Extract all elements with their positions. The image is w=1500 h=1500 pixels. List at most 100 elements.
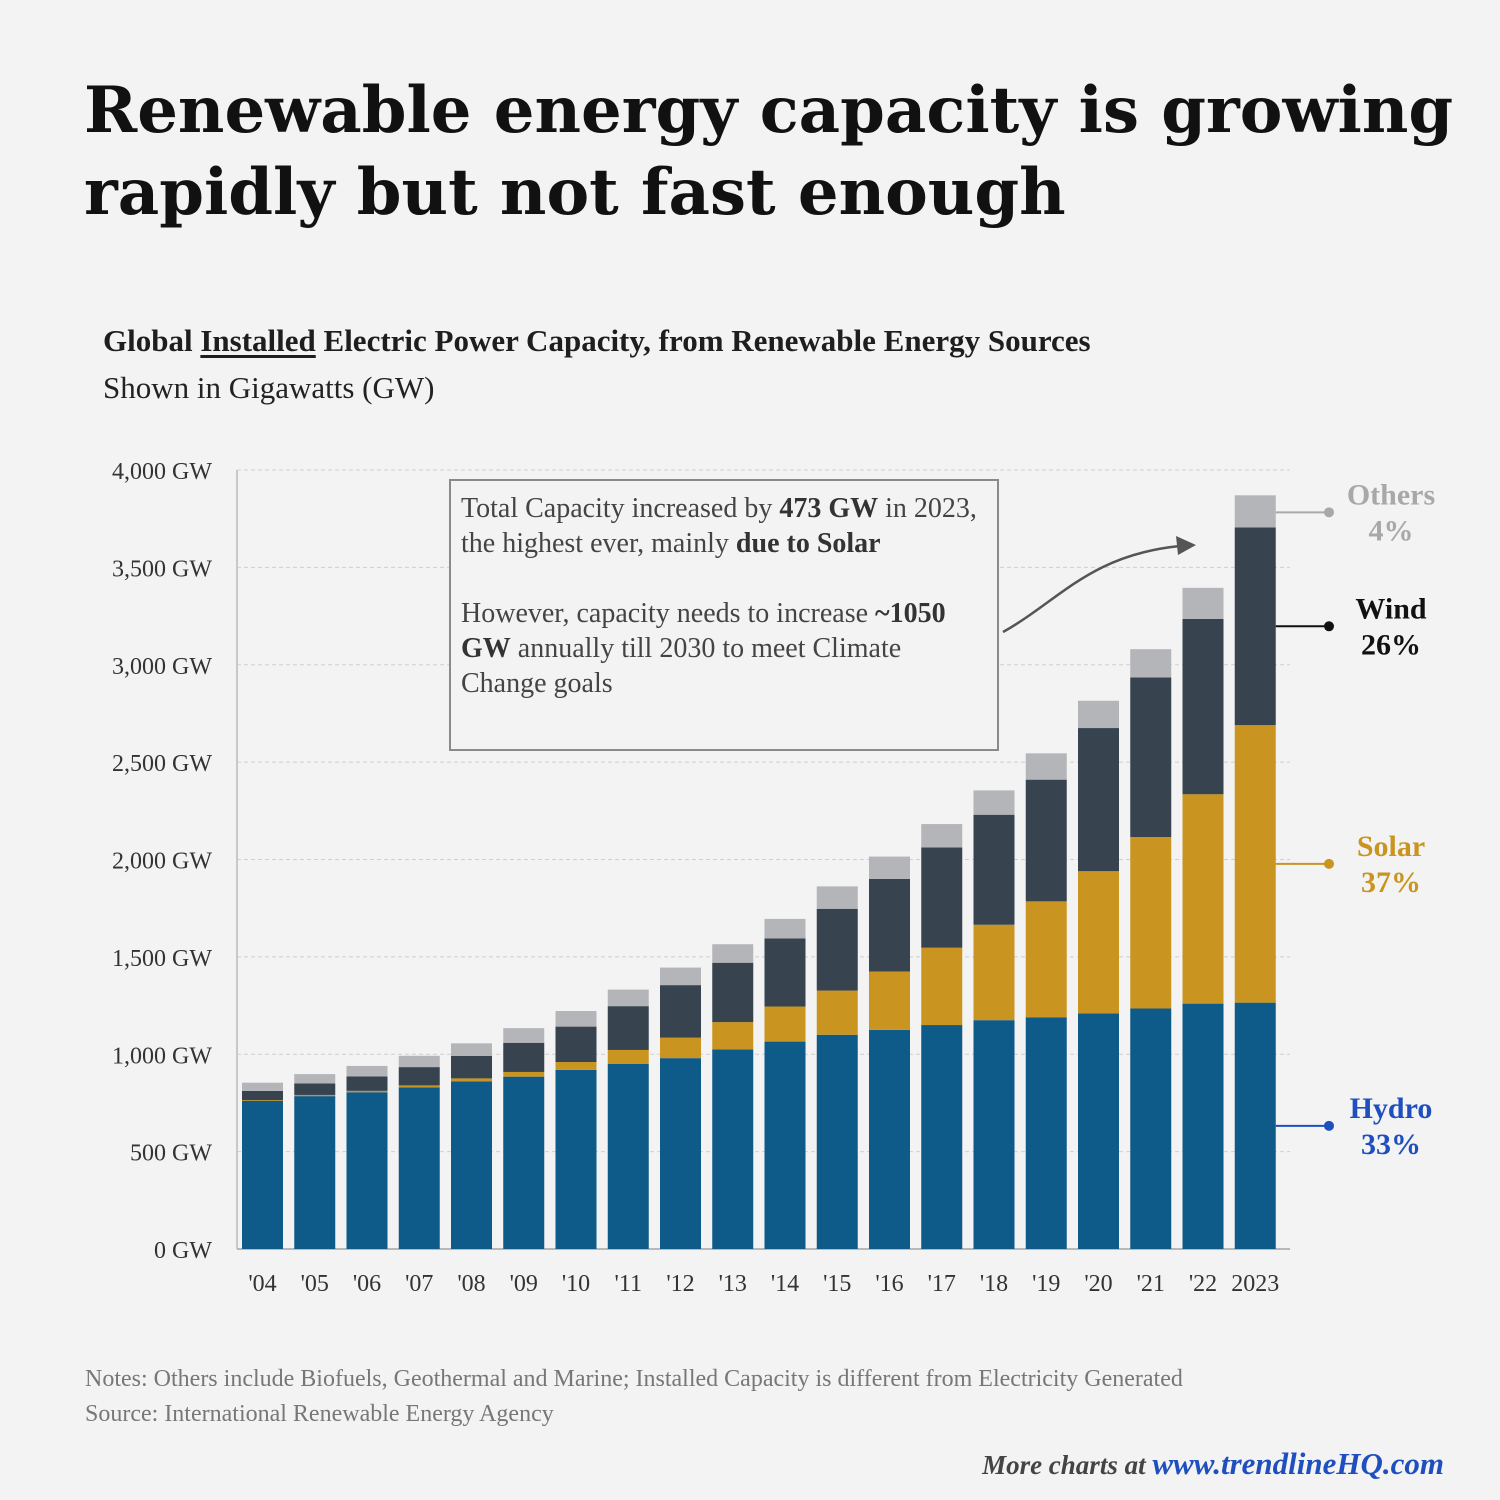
- bar-hydro-07: [398, 1087, 440, 1249]
- y-tick-label: 1,000 GW: [112, 1043, 212, 1069]
- footer: More charts at www.trendlineHQ.com: [982, 1446, 1444, 1482]
- bar-others-22: [1182, 587, 1224, 619]
- bar-solar-09: [503, 1071, 545, 1077]
- bar-others-14: [764, 918, 806, 939]
- legend-dot-wind: [1324, 621, 1334, 632]
- bar-solar-12: [660, 1037, 701, 1059]
- bar-wind-12: [660, 985, 701, 1038]
- bar-others-09: [503, 1028, 545, 1043]
- bar-solar-06: [346, 1090, 388, 1093]
- bar-solar-05: [294, 1094, 336, 1097]
- legend-dot-hydro: [1324, 1120, 1334, 1131]
- y-tick-label: 500 GW: [130, 1141, 212, 1167]
- bar-wind-2023: [1234, 527, 1276, 726]
- source-line: Source: International Renewable Energy A…: [85, 1401, 554, 1427]
- bar-wind-04: [242, 1090, 283, 1101]
- y-tick-label: 2,500 GW: [112, 751, 212, 777]
- x-tick-label: '17: [928, 1271, 956, 1297]
- bar-solar-21: [1130, 837, 1172, 1009]
- bar-wind-13: [712, 962, 754, 1023]
- y-tick-label: 2,000 GW: [112, 849, 212, 875]
- chart-title-underlined: Installed: [200, 323, 316, 358]
- bar-hydro-05: [294, 1096, 336, 1249]
- bar-wind-07: [398, 1067, 440, 1086]
- bar-others-04: [242, 1082, 283, 1091]
- bar-solar-14: [764, 1006, 806, 1042]
- chart-title-pre: Global: [103, 323, 201, 358]
- bar-wind-14: [764, 938, 806, 1007]
- callout-highlight: ~1050 GW: [461, 598, 946, 664]
- y-tick-label: 0 GW: [154, 1238, 212, 1264]
- chart-title: Global Installed Electric Power Capacity…: [103, 323, 1091, 359]
- bar-hydro-08: [451, 1081, 492, 1249]
- bar-wind-16: [869, 878, 910, 972]
- notes-line: Notes: Others include Biofuels, Geotherm…: [85, 1366, 1183, 1392]
- bar-wind-17: [921, 847, 963, 948]
- x-tick-label: '22: [1189, 1271, 1217, 1297]
- legend-share-solar: 37%: [1361, 866, 1421, 899]
- legend-label-hydro: Hydro: [1350, 1092, 1433, 1125]
- x-tick-label: '08: [457, 1271, 485, 1297]
- chart-title-post: Electric Power Capacity, from Renewable …: [315, 323, 1091, 358]
- bar-others-20: [1078, 700, 1119, 729]
- x-tick-label: '19: [1032, 1271, 1060, 1297]
- callout-highlight: 473 GW: [779, 493, 879, 524]
- legend-label-solar: Solar: [1357, 830, 1425, 863]
- x-tick-label: '13: [719, 1271, 747, 1297]
- bar-others-21: [1130, 649, 1172, 678]
- legend-share-wind: 26%: [1361, 628, 1421, 661]
- x-tick-label: '18: [980, 1271, 1008, 1297]
- bar-wind-11: [607, 1006, 649, 1050]
- annotation-callout: Total Capacity increased by 473 GW in 20…: [449, 479, 999, 751]
- y-tick-label: 3,500 GW: [112, 556, 212, 582]
- notes: Notes: Others include Biofuels, Geotherm…: [85, 1362, 1183, 1432]
- bar-wind-08: [451, 1056, 492, 1079]
- chart-subtitle: Shown in Gigawatts (GW): [103, 370, 435, 405]
- x-tick-label: '14: [771, 1271, 799, 1297]
- bar-solar-08: [451, 1078, 492, 1082]
- bar-solar-10: [555, 1062, 597, 1070]
- bar-hydro-13: [712, 1049, 754, 1249]
- bar-hydro-12: [660, 1058, 701, 1249]
- bar-hydro-21: [1130, 1008, 1172, 1249]
- headline: Renewable energy capacity is growing rap…: [84, 73, 1454, 230]
- footer-prefix: More charts at: [982, 1450, 1153, 1480]
- bar-others-10: [555, 1011, 597, 1027]
- bar-wind-22: [1182, 618, 1224, 795]
- bar-hydro-09: [503, 1076, 545, 1249]
- x-tick-label: '11: [615, 1271, 642, 1297]
- bar-hydro-18: [973, 1020, 1015, 1249]
- bar-hydro-20: [1078, 1013, 1119, 1249]
- bar-solar-22: [1182, 794, 1224, 1004]
- x-tick-label: '20: [1084, 1271, 1112, 1297]
- bar-solar-16: [869, 971, 910, 1030]
- x-tick-label: '09: [510, 1271, 538, 1297]
- bar-solar-18: [973, 924, 1015, 1021]
- bar-hydro-06: [346, 1092, 388, 1249]
- callout-arrow: [1002, 544, 1181, 634]
- bar-wind-21: [1130, 677, 1172, 838]
- x-tick-label: '16: [875, 1271, 903, 1297]
- bar-wind-20: [1078, 728, 1119, 872]
- bar-solar-2023: [1234, 725, 1276, 1003]
- callout-text: However, capacity needs to increase: [461, 598, 876, 629]
- callout-text: annually till 2030 to meet Climate Chang…: [461, 633, 902, 699]
- footer-link[interactable]: www.trendlineHQ.com: [1152, 1446, 1444, 1481]
- y-tick-label: 4,000 GW: [112, 459, 212, 485]
- bar-solar-13: [712, 1022, 754, 1050]
- bar-hydro-19: [1025, 1017, 1067, 1249]
- bar-others-2023: [1234, 495, 1276, 528]
- bar-wind-10: [555, 1026, 597, 1063]
- bar-hydro-22: [1182, 1003, 1224, 1249]
- callout-highlight: due to Solar: [735, 528, 881, 559]
- bar-others-17: [921, 824, 963, 848]
- callout-paragraph-2: However, capacity needs to increase ~105…: [461, 596, 987, 701]
- x-tick-label: '12: [666, 1271, 694, 1297]
- legend-label-others: Others: [1347, 478, 1435, 511]
- callout-text: in 2023, the highest ever, mainly: [461, 493, 977, 559]
- bar-hydro-10: [555, 1069, 597, 1249]
- bar-solar-15: [816, 990, 858, 1035]
- bar-others-12: [660, 967, 701, 986]
- bar-solar-11: [607, 1049, 649, 1064]
